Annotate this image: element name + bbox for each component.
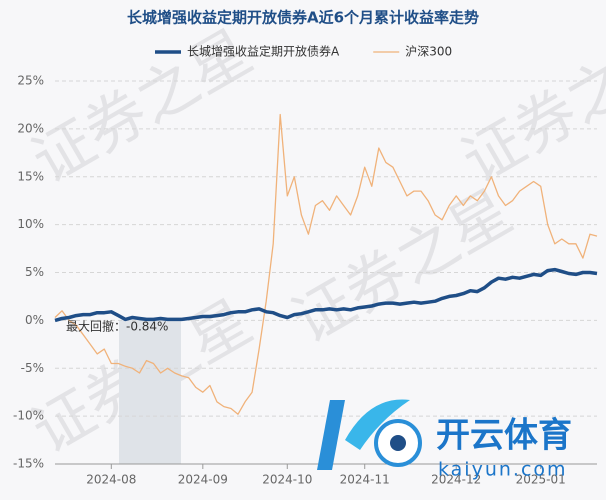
x-tick-label: 2024-12 — [431, 473, 481, 487]
logo: 开云体育 kaiyun.com — [317, 399, 572, 481]
x-tick-label: 2024-08 — [86, 473, 136, 487]
x-tick-label: 2024-10 — [262, 473, 312, 487]
y-tick-label: -5% — [21, 361, 44, 375]
chart-title: 长城增强收益定期开放债券A近6个月累计收益率走势 — [127, 9, 479, 27]
annotation: 最大回撤：-0.84% — [66, 319, 168, 334]
logo-url: kaiyun.com — [438, 459, 568, 481]
logo-k — [317, 400, 345, 470]
logo-ball — [390, 435, 406, 451]
x-tick-label: 2024-09 — [178, 473, 228, 487]
plot: -15% -10% -5% 0% 5% 10% 15% 20% 25% 2024-08 2024-0… — [13, 74, 598, 487]
legend-label: 沪深300 — [405, 45, 452, 59]
legend-label: 长城增强收益定期开放债券A — [187, 44, 340, 59]
y-tick-label: 15% — [17, 169, 44, 183]
y-tick-label: 0% — [25, 313, 44, 327]
logo-k — [345, 399, 410, 450]
legend: 长城增强收益定期开放债券A 沪深300 — [155, 44, 452, 59]
x-tick-label: 2024-11 — [340, 473, 390, 487]
series-line — [54, 113, 598, 415]
logo-name: 开云体育 — [436, 416, 572, 456]
x-tick-label: 2025-01 — [516, 473, 566, 487]
series-line — [54, 267, 598, 323]
y-tick-label: 25% — [17, 74, 44, 88]
drawdown-band — [119, 320, 181, 464]
y-tick-label: -10% — [13, 409, 44, 423]
y-tick-label: 5% — [25, 265, 44, 279]
y-tick-label: 20% — [17, 121, 44, 135]
y-tick-label: 10% — [17, 217, 44, 231]
y-tick-label: -15% — [13, 457, 44, 471]
